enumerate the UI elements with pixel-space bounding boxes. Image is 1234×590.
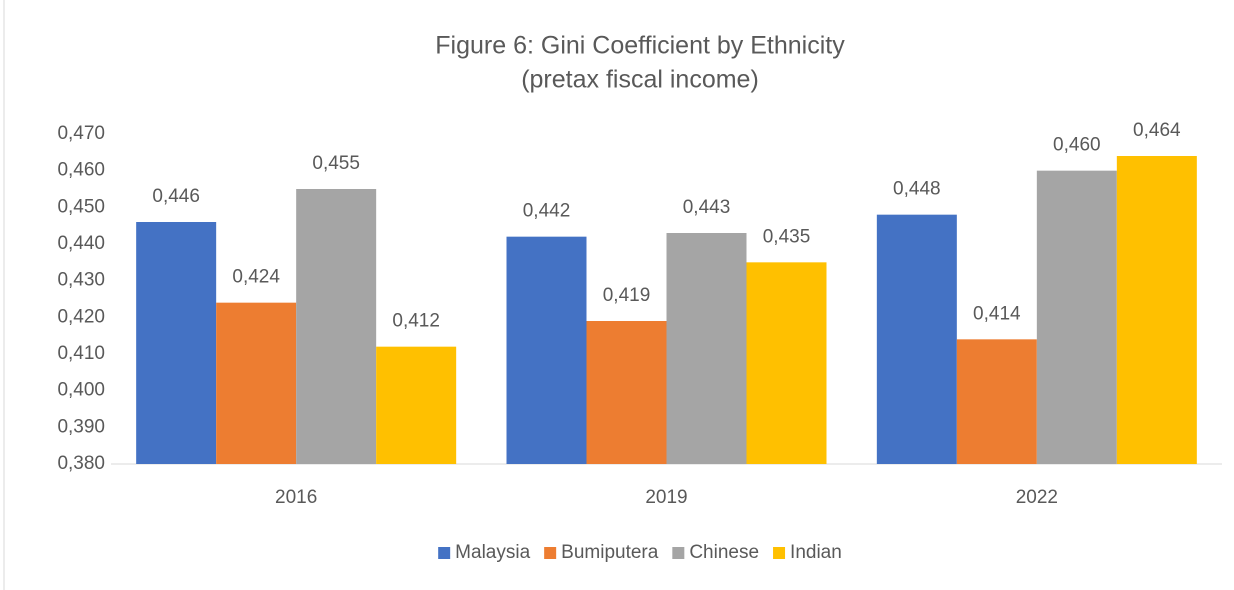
data-label: 0,446 [152, 186, 200, 207]
data-label: 0,414 [973, 303, 1021, 324]
y-tick-label: 0,470 [57, 123, 105, 144]
x-tick-label: 2022 [1016, 487, 1058, 508]
bar [746, 262, 827, 464]
legend-label: Chinese [689, 542, 759, 563]
bar [586, 321, 667, 464]
legend-swatch [438, 547, 451, 559]
data-label: 0,460 [1053, 135, 1101, 156]
data-label: 0,435 [763, 226, 811, 247]
y-tick-label: 0,400 [57, 380, 105, 401]
data-label: 0,464 [1133, 120, 1181, 141]
legend-label: Bumiputera [561, 542, 659, 563]
x-tick-label: 2019 [645, 487, 687, 508]
legend-label: Indian [790, 542, 842, 563]
y-tick-label: 0,420 [57, 306, 105, 327]
y-tick-label: 0,460 [57, 160, 105, 181]
y-tick-label: 0,410 [57, 343, 105, 364]
bar [216, 302, 297, 464]
y-tick-label: 0,390 [57, 416, 105, 437]
chart-subtitle: (pretax fiscal income) [521, 66, 759, 94]
legend-label: Malaysia [455, 542, 530, 563]
data-label: 0,448 [893, 179, 941, 200]
x-tick-label: 2016 [275, 487, 317, 508]
data-label: 0,455 [312, 153, 360, 174]
chart-title: Figure 6: Gini Coefficient by Ethnicity [435, 32, 845, 60]
bar [666, 233, 747, 464]
bar [136, 222, 217, 464]
y-tick-label: 0,440 [57, 233, 105, 254]
bar [876, 214, 957, 464]
y-tick-label: 0,450 [57, 196, 105, 217]
bar [1116, 156, 1197, 464]
y-tick-label: 0,380 [57, 453, 105, 474]
bar [956, 339, 1037, 464]
data-label: 0,412 [392, 311, 440, 332]
bar [506, 236, 587, 464]
data-label: 0,443 [683, 197, 731, 218]
bar [296, 189, 377, 464]
data-label: 0,424 [232, 267, 280, 288]
legend-swatch [544, 547, 557, 559]
bar [1036, 170, 1117, 464]
y-tick-label: 0,430 [57, 270, 105, 291]
data-label: 0,442 [523, 201, 571, 222]
data-label: 0,419 [603, 285, 651, 306]
legend-swatch [672, 547, 685, 559]
bar [376, 346, 457, 464]
legend-swatch [773, 547, 786, 559]
